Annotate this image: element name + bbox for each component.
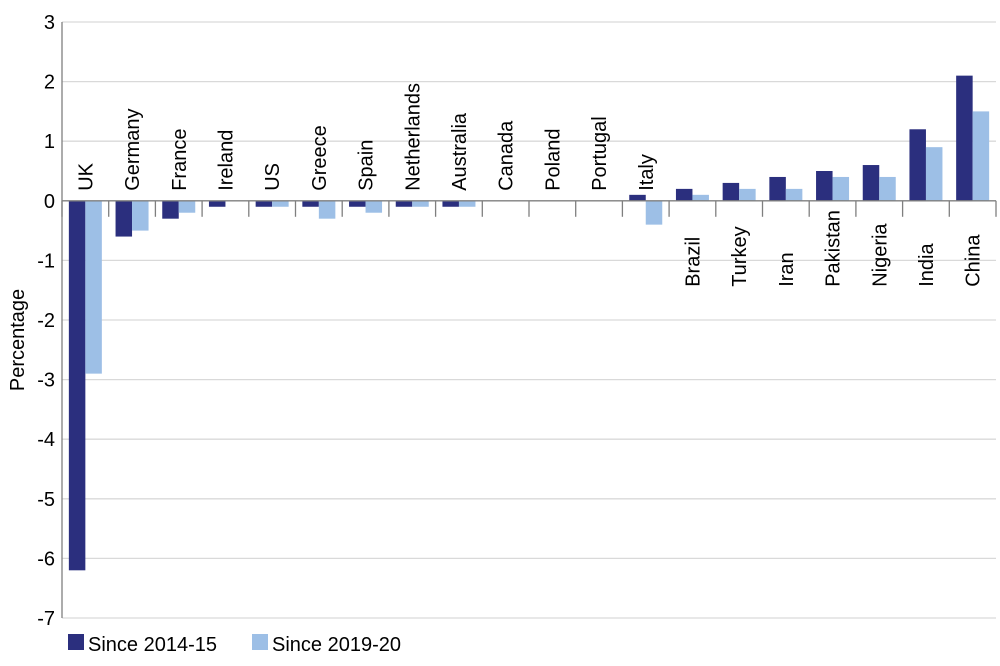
- bar-spain-series-2: [365, 200, 383, 213]
- bar-nigeria-series-1: [862, 165, 880, 201]
- bar-germany-series-2: [132, 200, 149, 231]
- category-label-greece: Greece: [309, 125, 331, 191]
- bar-ireland-series-1: [208, 200, 226, 207]
- bar-india-series-1: [909, 129, 926, 201]
- category-label-nigeria: Nigeria: [869, 223, 891, 287]
- bar-india-series-2: [925, 147, 943, 201]
- category-label-turkey: Turkey: [729, 226, 751, 286]
- bar-pakistan-series-1: [816, 171, 833, 201]
- bars: [68, 75, 990, 571]
- y-tick-label: -3: [37, 370, 55, 392]
- y-tick-label: 1: [44, 131, 55, 153]
- y-tick-labels: 3 2 1 0 -1 -2 -3 -4 -5 -6 -7: [37, 12, 55, 630]
- category-label-italy: Italy: [636, 154, 658, 191]
- bar-australia-series-2: [458, 200, 476, 207]
- y-tick-label: 0: [44, 191, 55, 213]
- y-axis-title: Percentage: [7, 289, 29, 391]
- legend-swatch-series-2: [252, 634, 268, 650]
- bar-nigeria-series-2: [879, 176, 896, 201]
- category-label-poland: Poland: [542, 129, 564, 191]
- category-label-china: China: [963, 234, 985, 287]
- bar-netherlands-series-2: [412, 200, 429, 207]
- category-label-netherlands: Netherlands: [402, 83, 424, 191]
- category-label-pakistan: Pakistan: [823, 210, 845, 287]
- bar-uk-series-2: [85, 200, 102, 374]
- legend-label-series-2: Since 2019-20: [272, 634, 401, 656]
- bar-pakistan-series-2: [832, 176, 850, 201]
- category-label-uk: UK: [75, 162, 97, 190]
- legend-swatch-series-1: [68, 634, 84, 650]
- legend-label-series-1: Since 2014-15: [88, 634, 217, 656]
- bar-greece-series-1: [302, 200, 319, 207]
- bar-iran-series-1: [769, 176, 786, 201]
- category-label-us: US: [262, 163, 284, 191]
- bar-brazil-series-2: [692, 194, 709, 201]
- y-tick-label: -4: [37, 429, 55, 451]
- bar-france-series-2: [178, 200, 196, 213]
- bar-australia-series-1: [442, 200, 459, 207]
- bar-spain-series-1: [349, 200, 366, 207]
- bar-iran-series-2: [785, 188, 803, 201]
- bar-france-series-1: [162, 200, 179, 219]
- category-label-iran: Iran: [776, 252, 798, 286]
- axes: [61, 22, 997, 618]
- bar-greece-series-2: [318, 200, 336, 219]
- category-label-germany: Germany: [122, 109, 144, 191]
- bar-turkey-series-1: [722, 182, 740, 201]
- bar-china-series-2: [972, 111, 990, 201]
- category-label-australia: Australia: [449, 112, 471, 191]
- bar-us-series-1: [255, 200, 273, 207]
- bar-italy-series-2: [645, 200, 663, 225]
- category-label-ireland: Ireland: [215, 130, 237, 191]
- category-label-india: India: [916, 243, 938, 287]
- bar-us-series-2: [272, 200, 289, 207]
- legend: Since 2014-15 Since 2019-20: [68, 634, 401, 656]
- category-label-brazil: Brazil: [682, 237, 704, 287]
- y-tick-label: -1: [37, 250, 55, 272]
- y-tick-label: -7: [37, 608, 55, 630]
- category-label-canada: Canada: [496, 120, 518, 191]
- bar-germany-series-1: [115, 200, 133, 237]
- y-tick-label: -6: [37, 548, 55, 570]
- bar-uk-series-1: [68, 200, 86, 571]
- bar-china-series-1: [956, 75, 973, 201]
- y-tick-label: 3: [44, 12, 55, 34]
- grid: [62, 21, 996, 619]
- bar-turkey-series-2: [739, 188, 756, 201]
- bar-italy-series-1: [629, 194, 646, 201]
- y-tick-label: -5: [37, 489, 55, 511]
- y-tick-label: -2: [37, 310, 55, 332]
- category-label-spain: Spain: [356, 140, 378, 191]
- bar-netherlands-series-1: [395, 200, 413, 207]
- bar-brazil-series-1: [675, 188, 693, 201]
- category-labels: UK Germany France Ireland US Greece Spain Nethe…: [75, 83, 984, 287]
- y-tick-label: 2: [44, 72, 55, 94]
- category-label-france: France: [169, 129, 191, 191]
- category-label-portugal: Portugal: [589, 116, 611, 191]
